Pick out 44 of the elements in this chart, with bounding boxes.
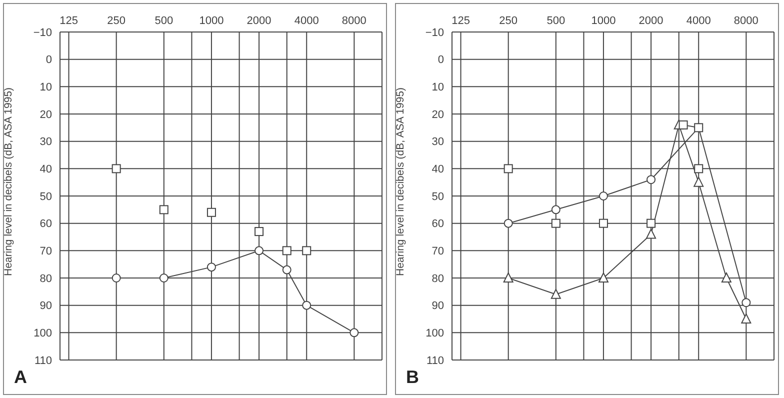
y-tick-label: −10 [33,26,52,39]
y-tick-label: 90 [432,300,444,312]
x-tick-label: 500 [546,15,566,27]
y-tick-label: 100 [426,328,444,340]
x-tick-label: 8000 [734,15,758,27]
y-tick-label: 0 [46,54,52,66]
x-tick-label: 2000 [246,15,272,27]
y-tick-label: 70 [40,246,52,258]
x-tick-label: 2000 [638,15,664,27]
x-tick-label: 125 [60,15,78,27]
x-tick-label: 4000 [294,15,319,27]
x-tick-label: 4000 [686,15,711,27]
y-tick-label: 90 [40,300,52,312]
y-tick-label: 60 [432,218,444,230]
x-tick-label: 1000 [199,15,224,27]
text: A [14,367,27,388]
y-tick-label: 10 [432,82,444,94]
y-tick-label: 50 [432,190,444,203]
x-tick-label: 125 [452,15,470,27]
y-tick-label: 110 [426,354,444,367]
x-tick-label: 1000 [591,15,616,27]
y-tick-label: 40 [40,164,52,176]
y-tick-label: 20 [432,108,444,121]
y-tick-label: 80 [40,272,52,285]
y-tick-label: 20 [40,108,52,121]
y-tick-label: 10 [40,82,52,94]
text: B [406,367,419,388]
y-tick-label: 60 [40,218,52,230]
x-tick-label: 8000 [342,15,366,27]
x-tick-label: 250 [499,15,518,27]
y-tick-label: 100 [34,328,52,340]
y-axis-title: Hearing level in decibels (dB, ASA 1995) [2,87,15,276]
y-tick-label: 40 [432,164,444,176]
y-tick-label: 30 [432,136,444,148]
y-axis-title: Hearing level in decibels (dB, ASA 1995) [394,87,407,276]
y-tick-label: 70 [432,246,444,258]
y-tick-label: 50 [40,190,52,203]
y-tick-label: −10 [425,26,444,39]
x-tick-label: 250 [107,15,126,27]
y-tick-label: 110 [34,354,52,367]
y-tick-label: 80 [432,272,444,285]
y-tick-label: 30 [40,136,52,148]
y-tick-label: 0 [438,54,444,66]
x-tick-label: 500 [154,15,174,27]
